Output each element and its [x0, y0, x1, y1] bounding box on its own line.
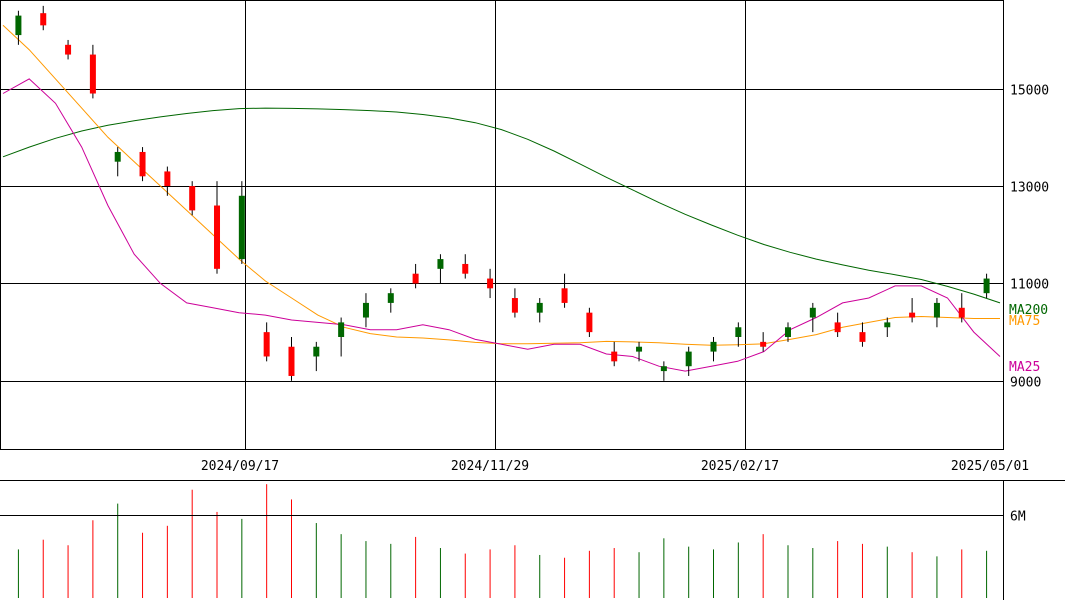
candle-body — [561, 288, 568, 303]
candle-body — [263, 332, 270, 357]
candle-body — [884, 322, 891, 328]
candle-body — [437, 259, 444, 269]
ma-label-ma200: MA200 — [1009, 303, 1048, 318]
ma-label-ma75: MA75 — [1009, 314, 1040, 329]
candle-body — [735, 327, 742, 337]
candle-body — [511, 298, 518, 313]
candle-body — [983, 278, 990, 294]
candle-body — [40, 13, 47, 26]
candle-body — [859, 332, 866, 342]
candle-body — [189, 186, 196, 211]
candle-body — [139, 151, 146, 177]
volume-tick-label: 6M — [1010, 510, 1026, 525]
candle-body — [611, 351, 618, 362]
candlesticks — [15, 5, 990, 381]
candle-body — [909, 312, 916, 318]
candle-body — [387, 293, 394, 303]
date-tick-label: 2024/11/29 — [451, 459, 529, 474]
volume-bars — [17, 484, 988, 598]
date-tick-label: 2025/05/01 — [951, 459, 1029, 474]
candle-body — [660, 366, 667, 372]
candle-body — [362, 302, 369, 318]
candle-body — [586, 312, 593, 333]
candle-body — [536, 302, 543, 313]
candle-body — [412, 273, 419, 284]
candle-body — [809, 307, 816, 318]
price-tick-label: 15000 — [1010, 84, 1049, 99]
price-panel-frame — [0, 0, 1004, 450]
candle-body — [65, 44, 72, 55]
candle-body — [89, 54, 96, 94]
candle-body — [164, 171, 171, 187]
candle-body — [710, 341, 717, 352]
candle-body — [834, 322, 841, 333]
ma-line-ma200 — [2, 107, 1001, 304]
candle-body — [462, 263, 469, 274]
candle-body — [685, 351, 692, 367]
candle-body — [238, 195, 245, 260]
ma-line-ma25 — [2, 78, 1001, 372]
candle-body — [784, 327, 791, 337]
candle-body — [338, 322, 345, 337]
price-tick-label: 11000 — [1010, 278, 1049, 293]
moving-average-lines — [2, 24, 1001, 372]
price-tick-label: 9000 — [1010, 376, 1041, 391]
candle-body — [487, 278, 494, 289]
candle-body — [958, 307, 965, 318]
candle-body — [114, 151, 121, 162]
ma-label-ma25: MA25 — [1009, 360, 1040, 375]
candle-body — [214, 205, 221, 269]
date-tick-label: 2025/02/17 — [701, 459, 779, 474]
date-tick-label: 2024/09/17 — [201, 459, 279, 474]
candle-body — [15, 15, 22, 36]
candle-body — [313, 346, 320, 357]
candle-body — [288, 346, 295, 376]
candle-body — [636, 346, 643, 352]
price-tick-label: 13000 — [1010, 181, 1049, 196]
axis-labels: 15000 13000 11000 9000 2024/09/17 2024/11/29 2… — [201, 84, 1049, 525]
candle-body — [933, 302, 940, 318]
candle-body — [760, 341, 767, 347]
